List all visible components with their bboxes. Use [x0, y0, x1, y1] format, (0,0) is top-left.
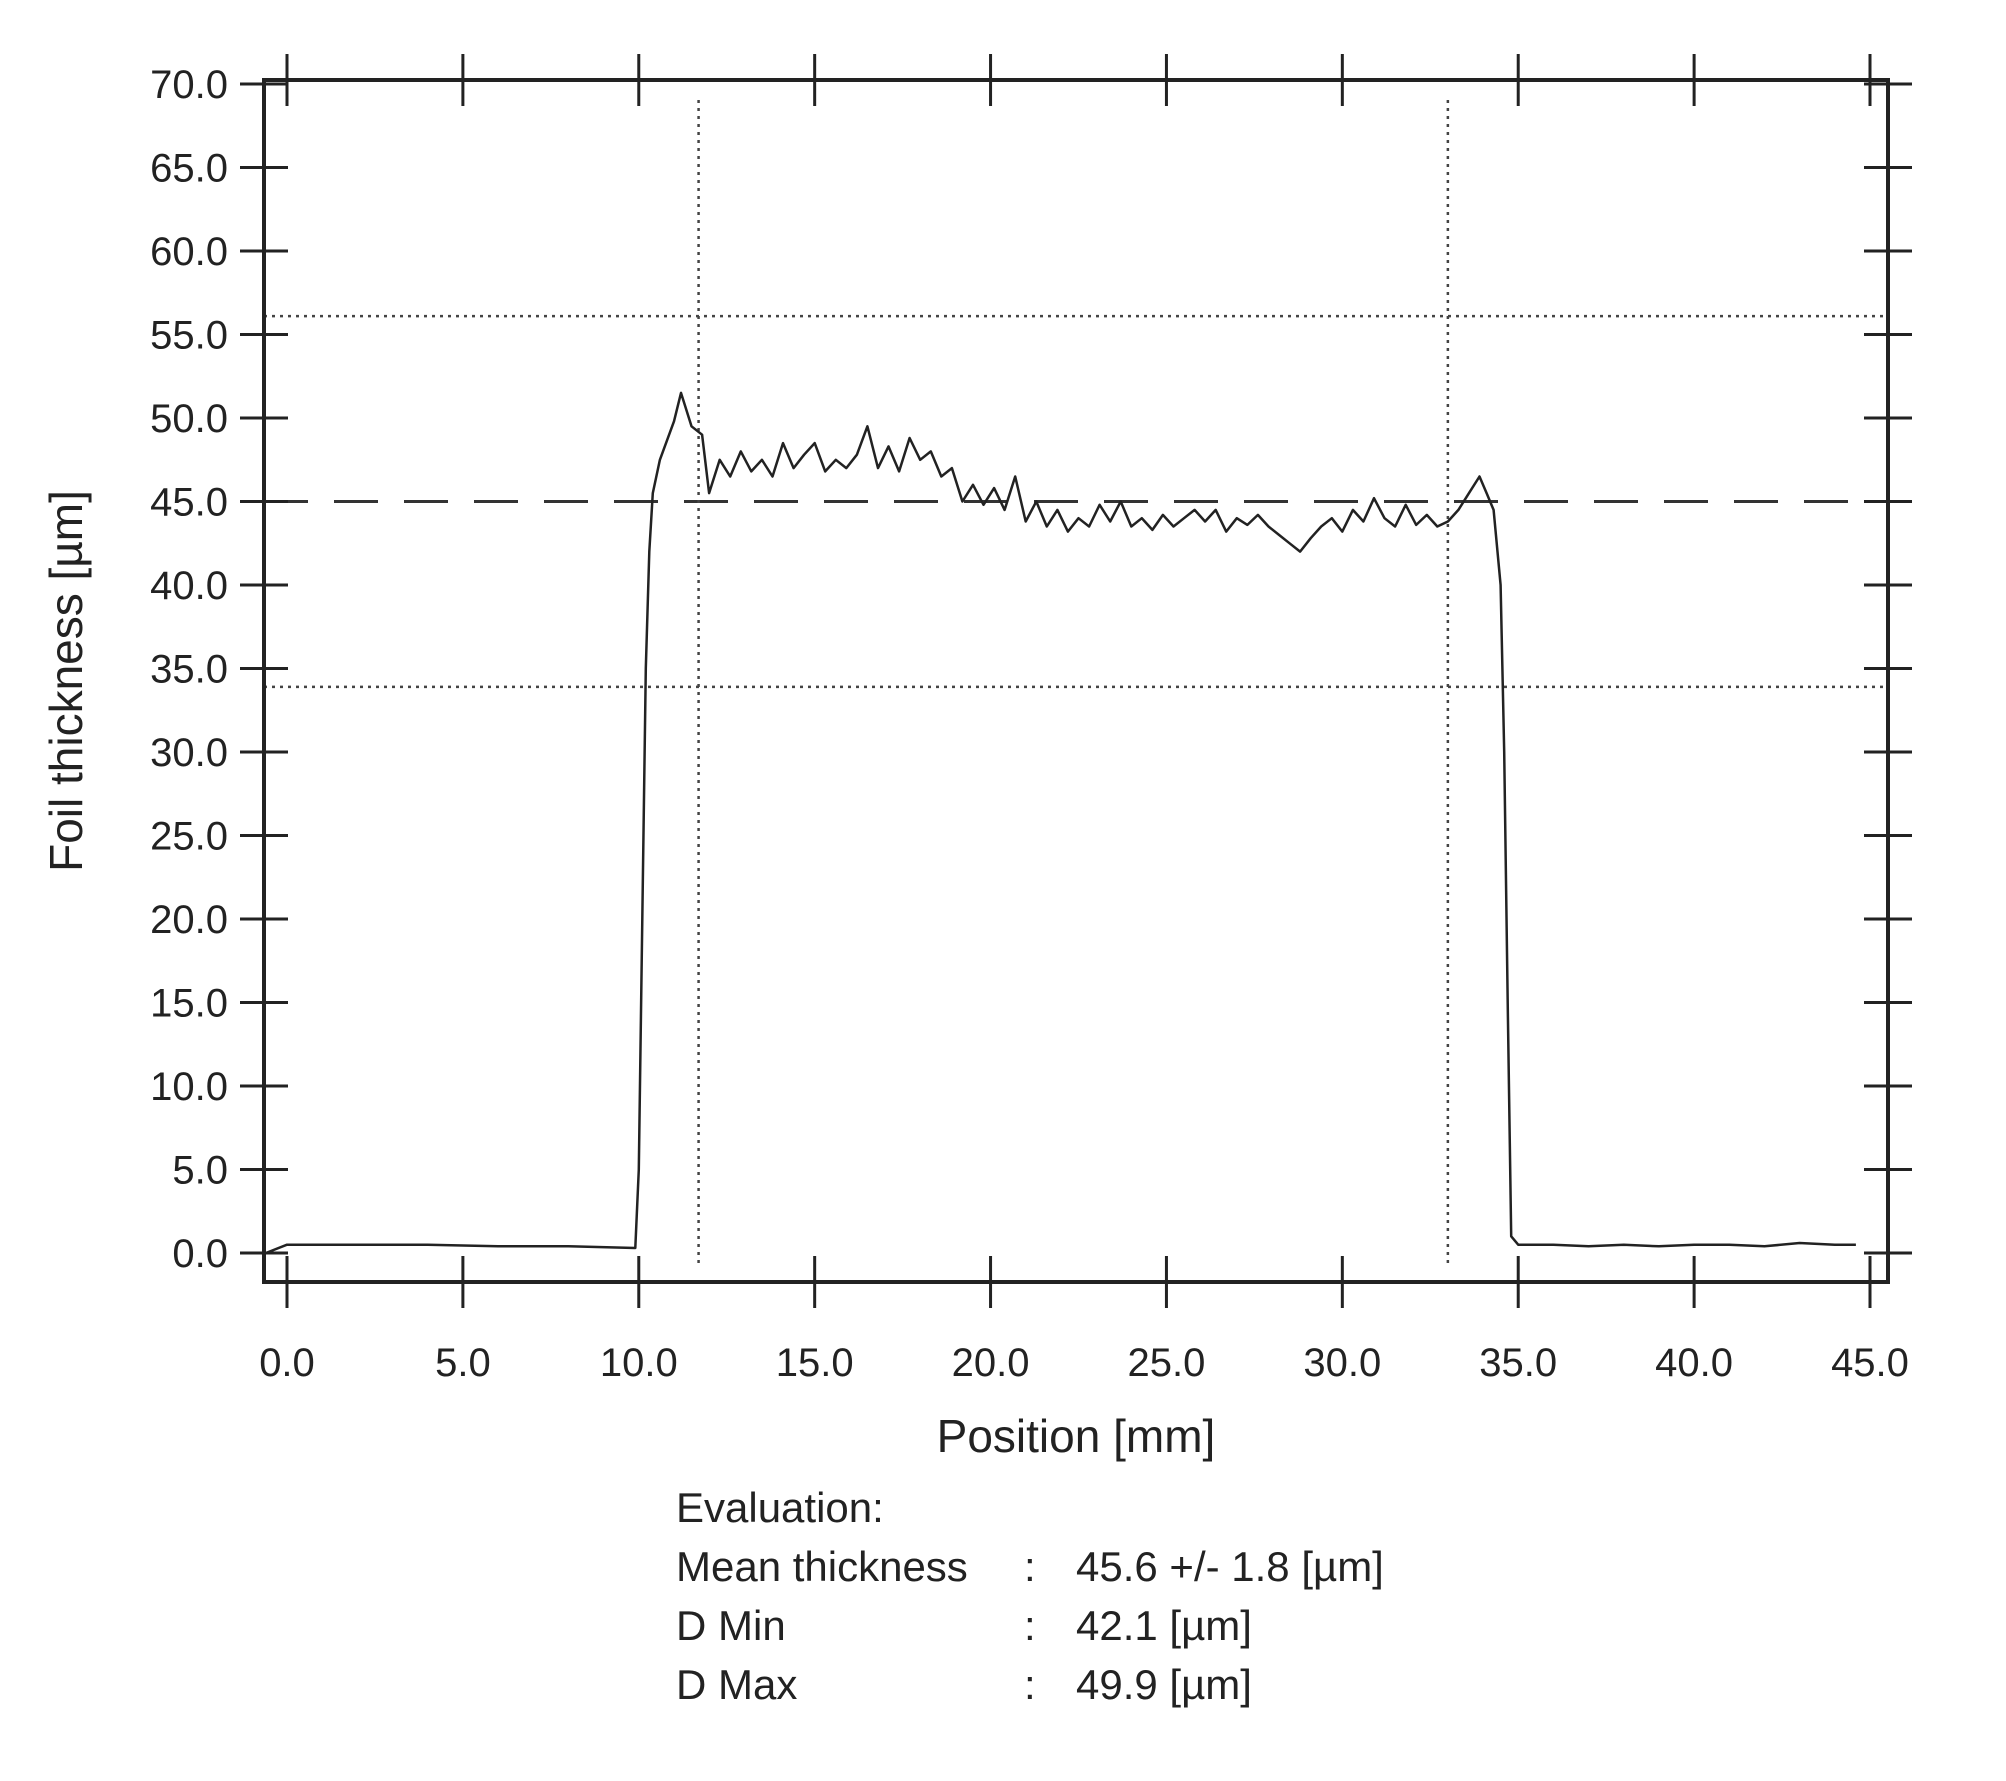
d-max-value: 49.9 [µm] — [1076, 1661, 1252, 1708]
d-max-separator: : — [1024, 1661, 1036, 1708]
d-min-row: D Min : 42.1 [µm] — [676, 1596, 1384, 1655]
y-tick-label: 65.0 — [150, 147, 228, 191]
d-min-value: 42.1 [µm] — [1076, 1602, 1252, 1649]
y-tick-label: 15.0 — [150, 982, 228, 1026]
mean-thickness-row: Mean thickness : 45.6 +/- 1.8 [µm] — [676, 1537, 1384, 1596]
x-tick-label: 25.0 — [1128, 1341, 1206, 1385]
y-tick-label: 40.0 — [150, 564, 228, 608]
evaluation-heading: Evaluation: — [676, 1484, 884, 1531]
y-tick-label: 35.0 — [150, 648, 228, 692]
y-tick-label: 70.0 — [150, 63, 228, 107]
mean-thickness-value: 45.6 +/- 1.8 [µm] — [1076, 1543, 1384, 1590]
y-tick-label: 60.0 — [150, 230, 228, 274]
y-tick-labels: 0.0 5.0 10.0 15.0 20.0 25.0 30.0 35.0 40.0 45.0 50… — [150, 63, 228, 1276]
y-tick-label: 45.0 — [150, 481, 228, 525]
reference-lines — [264, 100, 1888, 1267]
y-tick-label: 25.0 — [150, 815, 228, 859]
d-min-separator: : — [1024, 1602, 1036, 1649]
axis-ticks — [240, 54, 1912, 1308]
x-tick-label: 30.0 — [1303, 1341, 1381, 1385]
x-tick-label: 35.0 — [1479, 1341, 1557, 1385]
d-min-label: D Min — [676, 1602, 786, 1649]
x-tick-labels: 0.0 5.0 10.0 15.0 20.0 25.0 30.0 35.0 40.0 45.0 — [259, 1341, 1909, 1385]
plot-frame — [262, 78, 1890, 1284]
y-tick-label: 20.0 — [150, 898, 228, 942]
x-tick-label: 40.0 — [1655, 1341, 1733, 1385]
evaluation-panel: Evaluation: Mean thickness : 45.6 +/- 1.… — [676, 1478, 1384, 1714]
mean-thickness-separator: : — [1024, 1543, 1036, 1590]
mean-thickness-label: Mean thickness — [676, 1543, 968, 1590]
x-tick-label: 45.0 — [1831, 1341, 1909, 1385]
y-axis-title: Foil thickness [µm] — [40, 490, 92, 872]
x-tick-label: 0.0 — [259, 1341, 315, 1385]
d-max-row: D Max : 49.9 [µm] — [676, 1655, 1384, 1714]
y-tick-label: 0.0 — [172, 1232, 228, 1276]
y-tick-label: 30.0 — [150, 731, 228, 775]
y-tick-label: 5.0 — [172, 1149, 228, 1193]
x-tick-label: 15.0 — [776, 1341, 854, 1385]
x-axis-title: Position [mm] — [937, 1410, 1216, 1462]
thickness-series-line — [265, 391, 1856, 1255]
x-tick-label: 10.0 — [600, 1341, 678, 1385]
x-tick-label: 5.0 — [435, 1341, 491, 1385]
d-max-label: D Max — [676, 1661, 798, 1708]
y-tick-label: 50.0 — [150, 397, 228, 441]
y-tick-label: 10.0 — [150, 1065, 228, 1109]
x-tick-label: 20.0 — [952, 1341, 1030, 1385]
y-tick-label: 55.0 — [150, 314, 228, 358]
